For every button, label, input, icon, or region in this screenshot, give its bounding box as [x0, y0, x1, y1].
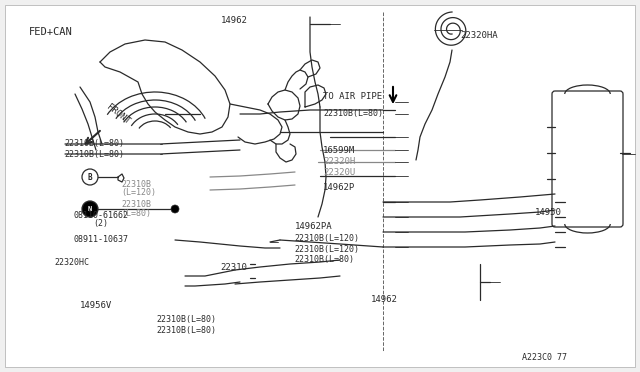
Text: 22320H: 22320H: [323, 157, 355, 166]
Text: 22310B: 22310B: [122, 200, 152, 209]
Text: 14962PA: 14962PA: [294, 222, 332, 231]
Text: A223C0 77: A223C0 77: [522, 353, 566, 362]
Text: TO AIR PIPE: TO AIR PIPE: [323, 92, 382, 101]
Circle shape: [171, 205, 179, 213]
Text: 22320HA: 22320HA: [461, 31, 499, 40]
Text: 22310B(L=80): 22310B(L=80): [157, 326, 217, 335]
Text: 22310B(L=80): 22310B(L=80): [157, 315, 217, 324]
Text: 22320U: 22320U: [323, 169, 355, 177]
Text: 14962: 14962: [371, 295, 398, 304]
Text: 22320HC: 22320HC: [54, 258, 90, 267]
Text: 08110-61662: 08110-61662: [74, 211, 129, 220]
Text: 22310B(L=80): 22310B(L=80): [294, 255, 355, 264]
Text: N: N: [88, 206, 92, 212]
Text: (L=120): (L=120): [122, 188, 157, 197]
Text: 22310: 22310: [221, 263, 248, 272]
Text: B: B: [88, 173, 92, 182]
FancyBboxPatch shape: [5, 5, 635, 367]
Text: FED+CAN: FED+CAN: [29, 27, 72, 36]
Text: 22310B(L=120): 22310B(L=120): [294, 245, 360, 254]
Text: 22310B: 22310B: [122, 180, 152, 189]
Text: 16599M: 16599M: [323, 146, 355, 155]
Text: 22310B(L=120): 22310B(L=120): [294, 234, 360, 243]
Text: FRONT: FRONT: [105, 102, 132, 126]
Text: 14962: 14962: [221, 16, 248, 25]
Text: 22310B(L=80): 22310B(L=80): [323, 109, 383, 118]
Circle shape: [82, 201, 98, 217]
Text: 22310B(L=80): 22310B(L=80): [64, 139, 124, 148]
Circle shape: [82, 169, 98, 185]
Text: 22310B(L=80): 22310B(L=80): [64, 150, 124, 159]
Text: 14956V: 14956V: [80, 301, 112, 310]
Text: (2): (2): [93, 219, 108, 228]
Text: 08911-10637: 08911-10637: [74, 235, 129, 244]
Text: (L=80): (L=80): [122, 209, 152, 218]
Text: 14962P: 14962P: [323, 183, 355, 192]
Text: 14950: 14950: [534, 208, 561, 217]
FancyBboxPatch shape: [552, 91, 623, 227]
